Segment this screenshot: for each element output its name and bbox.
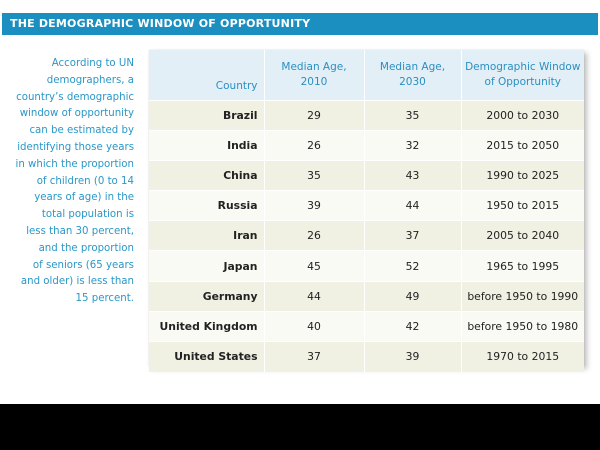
cell-median-2010: 39 <box>263 190 364 221</box>
cell-median-2030: 52 <box>363 250 461 282</box>
sidenote-line: 15 percent. <box>75 293 134 305</box>
sidenote-line: window of opportunity <box>19 108 134 120</box>
header-median-2010-line1: Median Age, <box>281 60 347 73</box>
header-median-2030-line2: 2030 <box>399 75 426 88</box>
header-median-2030-line1: Median Age, <box>379 60 446 73</box>
header-median-2010: Median Age, 2010 <box>263 50 364 100</box>
sidenote-line: According to UN <box>51 58 134 69</box>
table-row: China 35 43 1990 to 2025 <box>149 159 584 191</box>
sidenote-line: of children (0 to 14 <box>36 175 134 187</box>
cell-country: Germany <box>149 280 264 312</box>
cell-median-2010: 29 <box>263 99 364 131</box>
header-window: Demographic Window of Opportunity <box>460 50 584 100</box>
cell-median-2010: 44 <box>263 280 364 312</box>
demographic-table: Country Median Age, 2010 Median Age, 2030 … <box>149 50 584 372</box>
table-row: Japan 45 52 1965 to 1995 <box>149 250 584 282</box>
cell-median-2010: 37 <box>263 340 364 372</box>
table-row: United States 37 39 1970 to 2015 <box>149 340 584 372</box>
header-median-2010-line2: 2010 <box>300 75 328 88</box>
cell-window: 2000 to 2030 <box>460 99 584 131</box>
cell-median-2030: 43 <box>363 159 461 191</box>
cell-median-2030: 32 <box>363 129 461 161</box>
table-row: Russia 39 44 1950 to 2015 <box>149 190 584 221</box>
cell-median-2030: 39 <box>363 340 461 372</box>
cell-country: United States <box>149 340 264 372</box>
header-median-2030: Median Age, 2030 <box>363 50 461 100</box>
cell-median-2010: 26 <box>263 220 364 251</box>
cell-median-2030: 42 <box>363 310 461 342</box>
cell-window: before 1950 to 1980 <box>460 310 584 342</box>
cell-median-2010: 35 <box>263 159 364 191</box>
header-window-line1: Demographic Window <box>465 60 581 73</box>
cell-median-2030: 35 <box>363 99 461 131</box>
sidenote-line: of seniors (65 years <box>32 259 134 271</box>
header-country: Country <box>149 50 264 100</box>
cell-window: 1990 to 2025 <box>460 159 584 191</box>
table-row: Germany 44 49 before 1950 to 1990 <box>149 280 584 312</box>
demographic-table-card: Country Median Age, 2010 Median Age, 2030 … <box>149 50 584 372</box>
cell-window: 2005 to 2040 <box>460 220 584 251</box>
cell-median-2030: 44 <box>363 190 461 221</box>
cell-country: Brazil <box>149 99 264 131</box>
sidenote-line: identifying those years <box>17 141 134 153</box>
sidenote-line: less than 30 percent, <box>26 225 134 237</box>
cell-country: Russia <box>149 190 264 221</box>
table-row: Iran 26 37 2005 to 2040 <box>149 220 584 251</box>
cell-window: 2015 to 2050 <box>460 129 584 161</box>
cell-window: 1970 to 2015 <box>460 340 584 372</box>
cell-median-2030: 49 <box>363 280 461 312</box>
sidenote-line: can be estimated by <box>29 125 134 137</box>
sidenote-line: and older) is less than <box>20 276 134 288</box>
cell-country: India <box>149 129 264 161</box>
header-window-line2: of Opportunity <box>484 75 561 88</box>
sidenote-line: country’s demographic <box>16 91 134 103</box>
cell-window: 1950 to 2015 <box>460 190 584 221</box>
cell-country: United Kingdom <box>149 310 264 342</box>
cell-window: 1965 to 1995 <box>460 250 584 282</box>
cell-median-2010: 26 <box>263 129 364 161</box>
sidenote: According to UN demographers, a country’… <box>4 56 134 308</box>
table-header-row: Country Median Age, 2010 Median Age, 2030 … <box>149 50 584 100</box>
cell-median-2030: 37 <box>363 220 461 251</box>
cell-median-2010: 40 <box>263 310 364 342</box>
table-row: India 26 32 2015 to 2050 <box>149 129 584 161</box>
cell-country: Japan <box>149 250 264 282</box>
sidenote-line: demographers, a <box>46 74 134 86</box>
sidenote-line: total population is <box>41 209 134 221</box>
table-row: Brazil 29 35 2000 to 2030 <box>149 99 584 131</box>
bottom-black-band <box>0 404 600 450</box>
cell-country: Iran <box>149 220 264 251</box>
section-title: THE DEMOGRAPHIC WINDOW OF OPPORTUNITY <box>2 13 598 35</box>
cell-median-2010: 45 <box>263 250 364 282</box>
sidenote-line: years of age) in the <box>34 192 134 204</box>
sidenote-line: in which the proportion <box>15 158 134 170</box>
table-row: United Kingdom 40 42 before 1950 to 1980 <box>149 310 584 342</box>
cell-window: before 1950 to 1990 <box>460 280 584 312</box>
cell-country: China <box>149 159 264 191</box>
sidenote-line: and the proportion <box>38 242 134 254</box>
